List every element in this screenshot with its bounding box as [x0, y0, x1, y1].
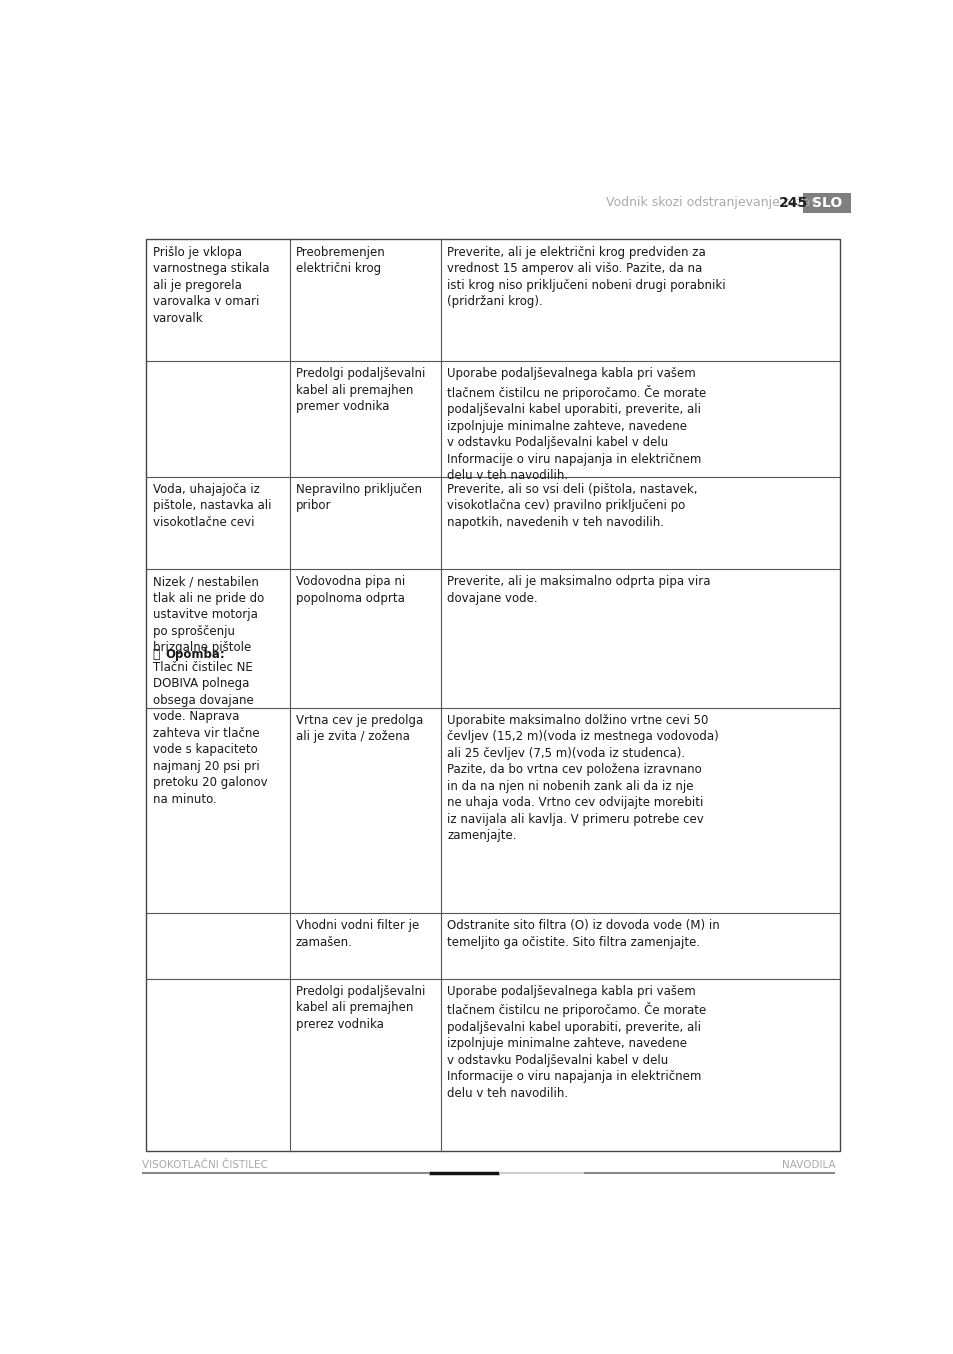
Text: Vrtna cev je predolga
ali je zvita / zožena: Vrtna cev je predolga ali je zvita / zož… [295, 714, 423, 743]
Text: NAVODILA: NAVODILA [781, 1160, 835, 1170]
Text: Uporabe podaljševalnega kabla pri vašem
tlačnem čistilcu ne priporočamo. Če mora: Uporabe podaljševalnega kabla pri vašem … [447, 367, 705, 482]
Text: VISOKOTLAČNI ČISTILEC: VISOKOTLAČNI ČISTILEC [142, 1160, 268, 1170]
Bar [802, 192, 850, 213]
Text: Uporabite maksimalno dolžino vrtne cevi 50
čevljev (15,2 m)(voda iz mestnega vod: Uporabite maksimalno dolžino vrtne cevi … [447, 714, 718, 842]
Text: Preobremenjen
električni krog: Preobremenjen električni krog [295, 245, 385, 275]
Text: Preverite, ali je maksimalno odprta pipa vira
dovajane vode.: Preverite, ali je maksimalno odprta pipa… [447, 575, 710, 605]
Text: Opomba:: Opomba: [166, 649, 225, 661]
Text: Predolgi podaljševalni
kabel ali premajhen
premer vodnika: Predolgi podaljševalni kabel ali premajh… [295, 367, 425, 413]
Text: Preverite, ali so vsi deli (pištola, nastavek,
visokotlačna cev) pravilno priklj: Preverite, ali so vsi deli (pištola, nas… [447, 483, 697, 529]
Text: 📔: 📔 [152, 649, 160, 661]
Text: Nepravilno priključen
pribor: Nepravilno priključen pribor [295, 483, 421, 512]
Text: Odstranite sito filtra (O) iz dovoda vode (M) in
temeljito ga očistite. Sito fil: Odstranite sito filtra (O) iz dovoda vod… [447, 919, 720, 949]
Text: Preverite, ali je električni krog predviden za
vrednost 15 amperov ali višo. Paz: Preverite, ali je električni krog predvi… [447, 245, 725, 309]
Text: Vodovodna pipa ni
popolnoma odprta: Vodovodna pipa ni popolnoma odprta [295, 575, 405, 605]
Bar [146, 240, 840, 1151]
Text: 245: 245 [778, 195, 807, 210]
Text: Vhodni vodni filter je
zamašen.: Vhodni vodni filter je zamašen. [295, 919, 418, 949]
Text: Prišlo je vklopa
varnostnega stikala
ali je pregorela
varovalka v omari
varovalk: Prišlo je vklopa varnostnega stikala ali… [152, 245, 269, 325]
Text: Uporabe podaljševalnega kabla pri vašem
tlačnem čistilcu ne priporočamo. Če mora: Uporabe podaljševalnega kabla pri vašem … [447, 984, 705, 1099]
Text: SLO: SLO [811, 195, 841, 210]
Text: Nizek / nestabilen
tlak ali ne pride do
ustavitve motorja
po sproščenju
brizgaln: Nizek / nestabilen tlak ali ne pride do … [152, 575, 264, 654]
Text: Predolgi podaljševalni
kabel ali premajhen
prerez vodnika: Predolgi podaljševalni kabel ali premajh… [295, 984, 425, 1030]
Text: Vodnik skozi odstranjevanje težav: Vodnik skozi odstranjevanje težav [605, 196, 818, 209]
Text: Voda, uhajajoča iz
pištole, nastavka ali
visokotlačne cevi: Voda, uhajajoča iz pištole, nastavka ali… [152, 483, 271, 529]
Text: Tlačni čistilec NE
DOBIVA polnega
obsega dovajane
vode. Naprava
zahteva vir tlač: Tlačni čistilec NE DOBIVA polnega obsega… [152, 661, 267, 806]
